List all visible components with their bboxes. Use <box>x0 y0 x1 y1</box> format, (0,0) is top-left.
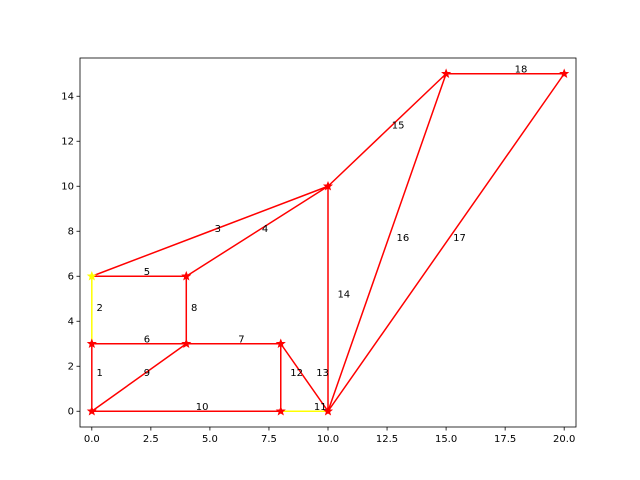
y-tick-label-5: 10 <box>61 181 74 192</box>
node-7 <box>275 405 286 416</box>
edge-17 <box>327 73 447 412</box>
edge-4 <box>209 185 329 232</box>
node-2 <box>86 338 97 349</box>
x-tick-label-0: 0.0 <box>84 434 100 445</box>
x-tick-label-4: 10.0 <box>317 434 339 445</box>
edge-label-17: 17 <box>453 233 466 244</box>
edge-label-5: 5 <box>144 267 150 278</box>
edge-label-14: 14 <box>337 289 350 300</box>
edge-10 <box>91 343 188 412</box>
edge-label-18: 18 <box>515 64 528 75</box>
x-tick-label-3: 7.5 <box>261 434 277 445</box>
edge-14 <box>280 343 329 412</box>
edge-label-10: 10 <box>196 402 209 413</box>
axes: 0.0 2.5 5.0 7.5 10.0 12.5 15.0 17.5 20.0 0 2 4 6 8 10 1… <box>61 57 577 445</box>
edge-6 <box>185 185 329 277</box>
node-8 <box>322 405 334 416</box>
y-tick-label-6: 12 <box>61 136 74 147</box>
x-tick-label-2: 5.0 <box>202 434 218 445</box>
edge-label-4: 4 <box>262 224 268 235</box>
node-10 <box>441 68 452 79</box>
node-4 <box>181 270 192 281</box>
y-tick-label-7: 14 <box>61 91 74 102</box>
edge-label-7: 7 <box>238 334 244 345</box>
edge-label-8: 8 <box>191 303 197 314</box>
node-9 <box>322 180 334 191</box>
edge-label-12: 12 <box>290 368 303 379</box>
y-tick-label-4: 8 <box>68 226 74 237</box>
node-3 <box>86 270 97 281</box>
edge-16 <box>327 73 447 187</box>
x-tick-label-8: 20.0 <box>553 434 575 445</box>
y-tick-label-0: 0 <box>68 406 74 417</box>
edge-label-9: 9 <box>144 368 150 379</box>
edge-label-6: 6 <box>144 334 150 345</box>
edges <box>91 73 565 412</box>
x-tick-label-6: 15.0 <box>435 434 457 445</box>
edge-label-16: 16 <box>396 233 409 244</box>
x-tick-label-1: 2.5 <box>143 434 159 445</box>
node-11 <box>559 68 570 79</box>
node-5 <box>181 338 192 349</box>
edge-18 <box>327 73 565 412</box>
edge-label-13: 13 <box>316 368 329 379</box>
nodes <box>86 68 570 416</box>
edge-label-11: 11 <box>314 402 327 413</box>
edge-label-1: 1 <box>97 368 103 379</box>
y-tick-label-3: 6 <box>68 271 74 282</box>
edge-label-15: 15 <box>392 121 405 132</box>
edge-3 <box>91 230 211 277</box>
node-1 <box>86 405 97 416</box>
x-tick-label-5: 12.5 <box>376 434 398 445</box>
y-tick-label-2: 4 <box>68 316 74 327</box>
x-tick-label-7: 17.5 <box>494 434 516 445</box>
node-6 <box>275 338 286 349</box>
edge-label-3: 3 <box>215 224 221 235</box>
edge-label-2: 2 <box>97 303 103 314</box>
y-tick-label-1: 2 <box>68 361 74 372</box>
